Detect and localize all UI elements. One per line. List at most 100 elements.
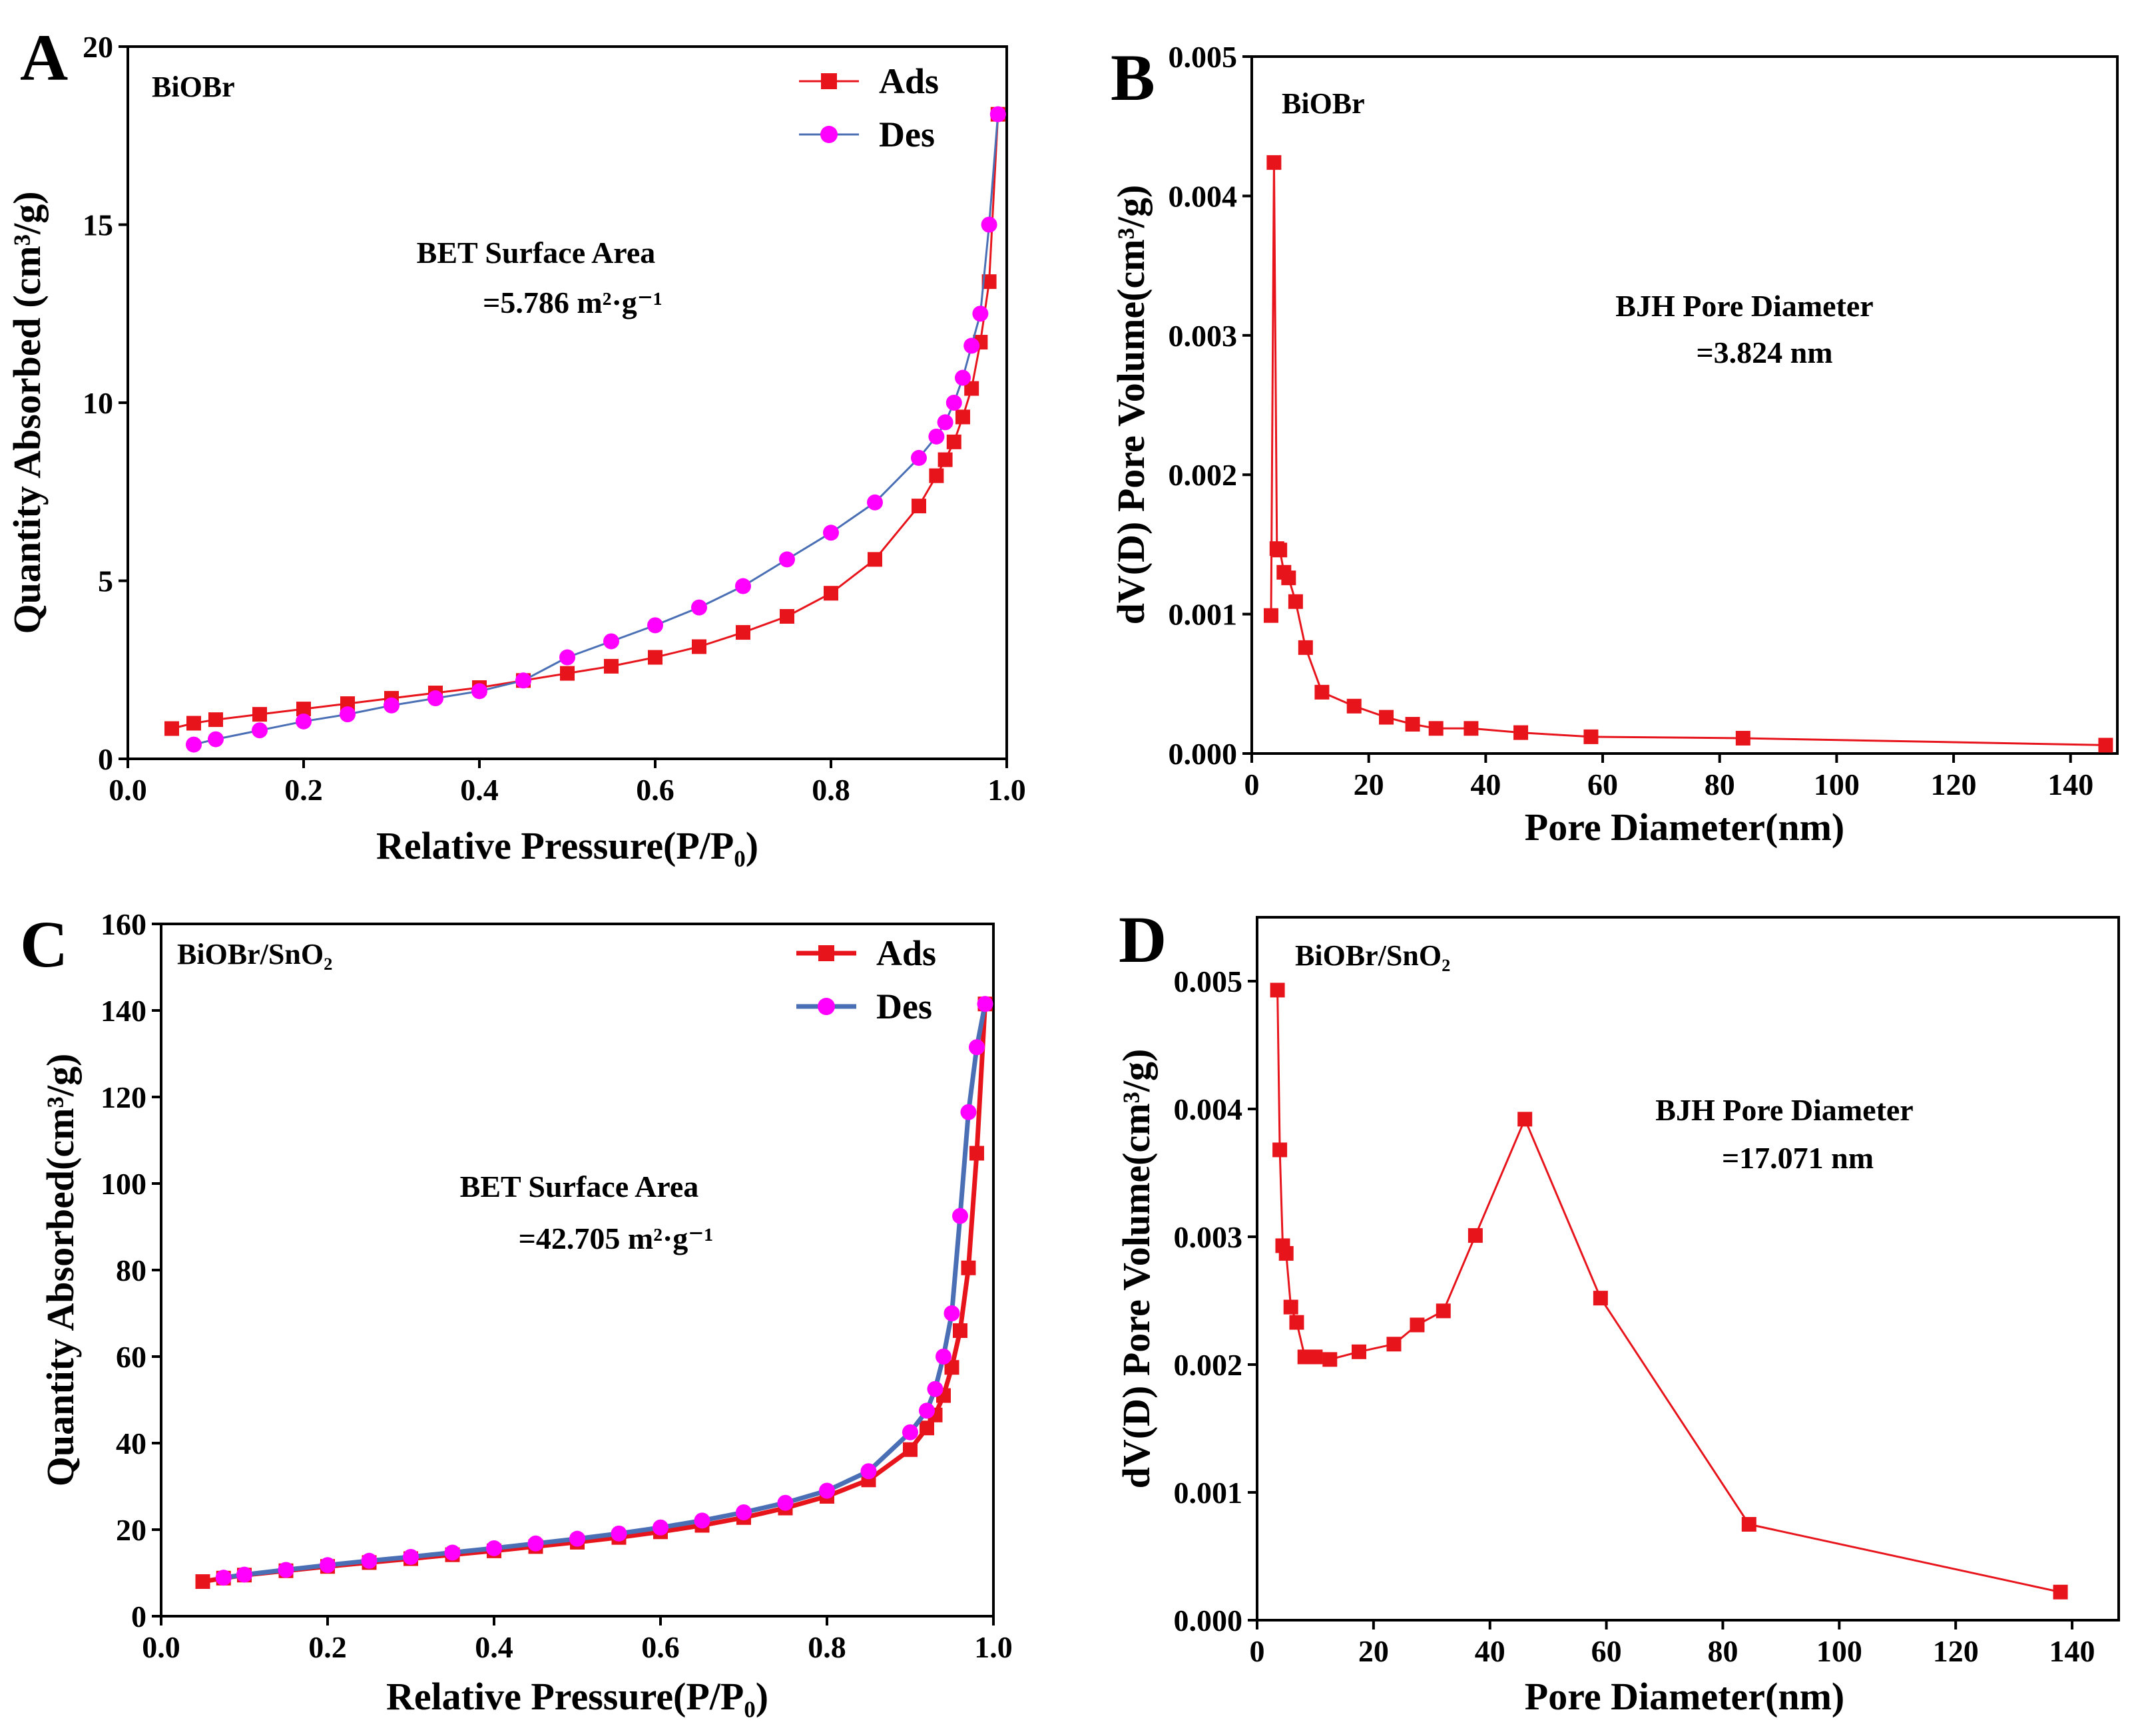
panel-d: 0 20 40 60 80 100 120 140 0.000 0.001 0.002 0.003 0.… bbox=[1115, 903, 2120, 1718]
series-line-des bbox=[193, 114, 999, 746]
data-point-bjh bbox=[1266, 155, 1282, 170]
legend: Ads Des bbox=[796, 933, 936, 1026]
data-point-des bbox=[735, 578, 751, 594]
data-point-des bbox=[403, 1548, 419, 1565]
data-point-des bbox=[963, 337, 980, 354]
data-point-ads bbox=[929, 468, 944, 483]
data-point-ads bbox=[824, 586, 838, 601]
data-point-bjh bbox=[1272, 542, 1288, 558]
y-tick-label: 0.000 bbox=[1169, 737, 1238, 771]
data-point-des bbox=[935, 1349, 951, 1365]
data-point-bjh bbox=[1314, 684, 1330, 700]
x-tick-label: 0.8 bbox=[808, 1630, 846, 1664]
series-line-bjh bbox=[1270, 161, 2106, 746]
x-tick-label: 0.6 bbox=[641, 1630, 680, 1664]
data-point-bjh bbox=[1283, 1299, 1298, 1315]
data-point-des bbox=[977, 996, 993, 1012]
data-point-bjh bbox=[1436, 1303, 1451, 1319]
data-point-bjh bbox=[1379, 710, 1394, 725]
sample-label: BiOBr bbox=[1282, 87, 1365, 120]
data-point-des bbox=[236, 1566, 252, 1583]
data-point-ads bbox=[868, 552, 882, 567]
data-point-ads bbox=[780, 609, 794, 624]
panel-b: 0 20 40 60 80 100 120 140 0.000 0.001 0.002 0.003 0.… bbox=[1109, 40, 2119, 849]
y-tick-label: 10 bbox=[83, 386, 113, 420]
data-point-des bbox=[340, 706, 356, 723]
x-tick-label: 140 bbox=[2049, 1634, 2095, 1668]
data-point-des bbox=[927, 1381, 943, 1397]
x-tick-label: 80 bbox=[1707, 1634, 1738, 1668]
data-point-des bbox=[278, 1562, 294, 1578]
data-point-des bbox=[777, 1494, 794, 1511]
plot-frame bbox=[160, 923, 995, 1618]
data-point-des bbox=[952, 1207, 968, 1224]
x-tick-label: 40 bbox=[1475, 1634, 1505, 1668]
x-tick-label: 120 bbox=[1933, 1634, 1979, 1668]
y-tick-label: 100 bbox=[101, 1167, 146, 1201]
panel-letter: A bbox=[20, 21, 68, 95]
x-tick-label: 0 bbox=[1244, 767, 1260, 801]
data-point-ads bbox=[955, 409, 970, 425]
panel-c: 0.0 0.2 0.4 0.6 0.8 1.0 0 20 40 60 80 100 120 140 160 R… bbox=[20, 907, 1013, 1718]
data-point-des bbox=[823, 525, 839, 541]
data-point-ads bbox=[944, 1360, 959, 1375]
y-tick-label: 60 bbox=[116, 1340, 146, 1374]
data-point-ads bbox=[946, 434, 961, 449]
y-tick-label: 5 bbox=[98, 564, 113, 598]
annotation-title: BJH Pore Diameter bbox=[1655, 1093, 1913, 1127]
y-tick-label: 0.003 bbox=[1174, 1220, 1243, 1254]
data-point-bjh bbox=[1263, 608, 1278, 623]
data-point-des bbox=[215, 1570, 232, 1586]
y-axis-label: dV(D) Pore Volume(cm³/g) bbox=[1115, 1049, 1158, 1489]
data-point-des bbox=[559, 649, 575, 666]
x-tick-label: 20 bbox=[1354, 767, 1384, 801]
y-tick-label: 120 bbox=[101, 1080, 146, 1114]
annotation-value: =42.705 m²·g⁻¹ bbox=[519, 1221, 714, 1255]
x-tick-label: 0.4 bbox=[475, 1630, 513, 1664]
data-point-ads bbox=[912, 499, 926, 514]
data-point-des bbox=[486, 1540, 502, 1556]
data-point-des bbox=[911, 449, 927, 466]
data-point-ads bbox=[296, 702, 311, 717]
panel-letter: D bbox=[1119, 903, 1167, 977]
data-point-bjh bbox=[1281, 570, 1296, 586]
x-axis-label: Pore Diameter(nm) bbox=[1525, 1675, 1844, 1718]
annotation-title: BET Surface Area bbox=[417, 236, 656, 270]
legend-marker-ads bbox=[818, 945, 834, 961]
data-point-des bbox=[694, 1512, 710, 1529]
data-point-bjh bbox=[1272, 1142, 1288, 1158]
y-tick-label: 80 bbox=[116, 1253, 146, 1287]
plot-frame bbox=[1250, 55, 2119, 755]
data-point-ads bbox=[953, 1323, 967, 1338]
y-tick-label: 0.004 bbox=[1174, 1092, 1243, 1126]
data-point-des bbox=[527, 1535, 544, 1552]
data-point-bjh bbox=[1513, 725, 1529, 740]
x-tick-label: 0.0 bbox=[142, 1630, 180, 1664]
x-tick-label: 20 bbox=[1358, 1634, 1389, 1668]
panel-letter: B bbox=[1111, 41, 1155, 114]
annotation-value: =5.786 m²·g⁻¹ bbox=[483, 286, 663, 320]
y-tick-label: 0.003 bbox=[1169, 319, 1238, 353]
data-point-ads bbox=[692, 639, 706, 654]
y-tick-label: 0.002 bbox=[1174, 1348, 1243, 1382]
data-point-des bbox=[647, 617, 663, 634]
series-line-ads bbox=[171, 114, 999, 730]
data-point-bjh bbox=[1741, 1517, 1756, 1532]
data-point-des bbox=[611, 1525, 627, 1542]
x-tick-label: 0.4 bbox=[460, 773, 499, 807]
y-axis-label: Quantity Absorbed(cm³/g) bbox=[39, 1054, 82, 1487]
y-tick-label: 0.004 bbox=[1169, 179, 1238, 213]
legend-marker-des bbox=[818, 998, 835, 1015]
data-point-bjh bbox=[1467, 1228, 1483, 1243]
sample-label: BiOBr/SnO₂ bbox=[177, 938, 332, 971]
data-point-ads bbox=[961, 1260, 976, 1275]
data-point-bjh bbox=[1288, 594, 1303, 609]
data-point-ads bbox=[969, 1146, 984, 1161]
data-point-ads bbox=[164, 721, 179, 736]
x-axis-label: Pore Diameter(nm) bbox=[1525, 805, 1844, 849]
legend-label-ads: Ads bbox=[876, 933, 936, 973]
data-point-bjh bbox=[1583, 729, 1599, 744]
data-point-des bbox=[960, 1104, 977, 1120]
x-tick-label: 100 bbox=[1814, 767, 1860, 801]
